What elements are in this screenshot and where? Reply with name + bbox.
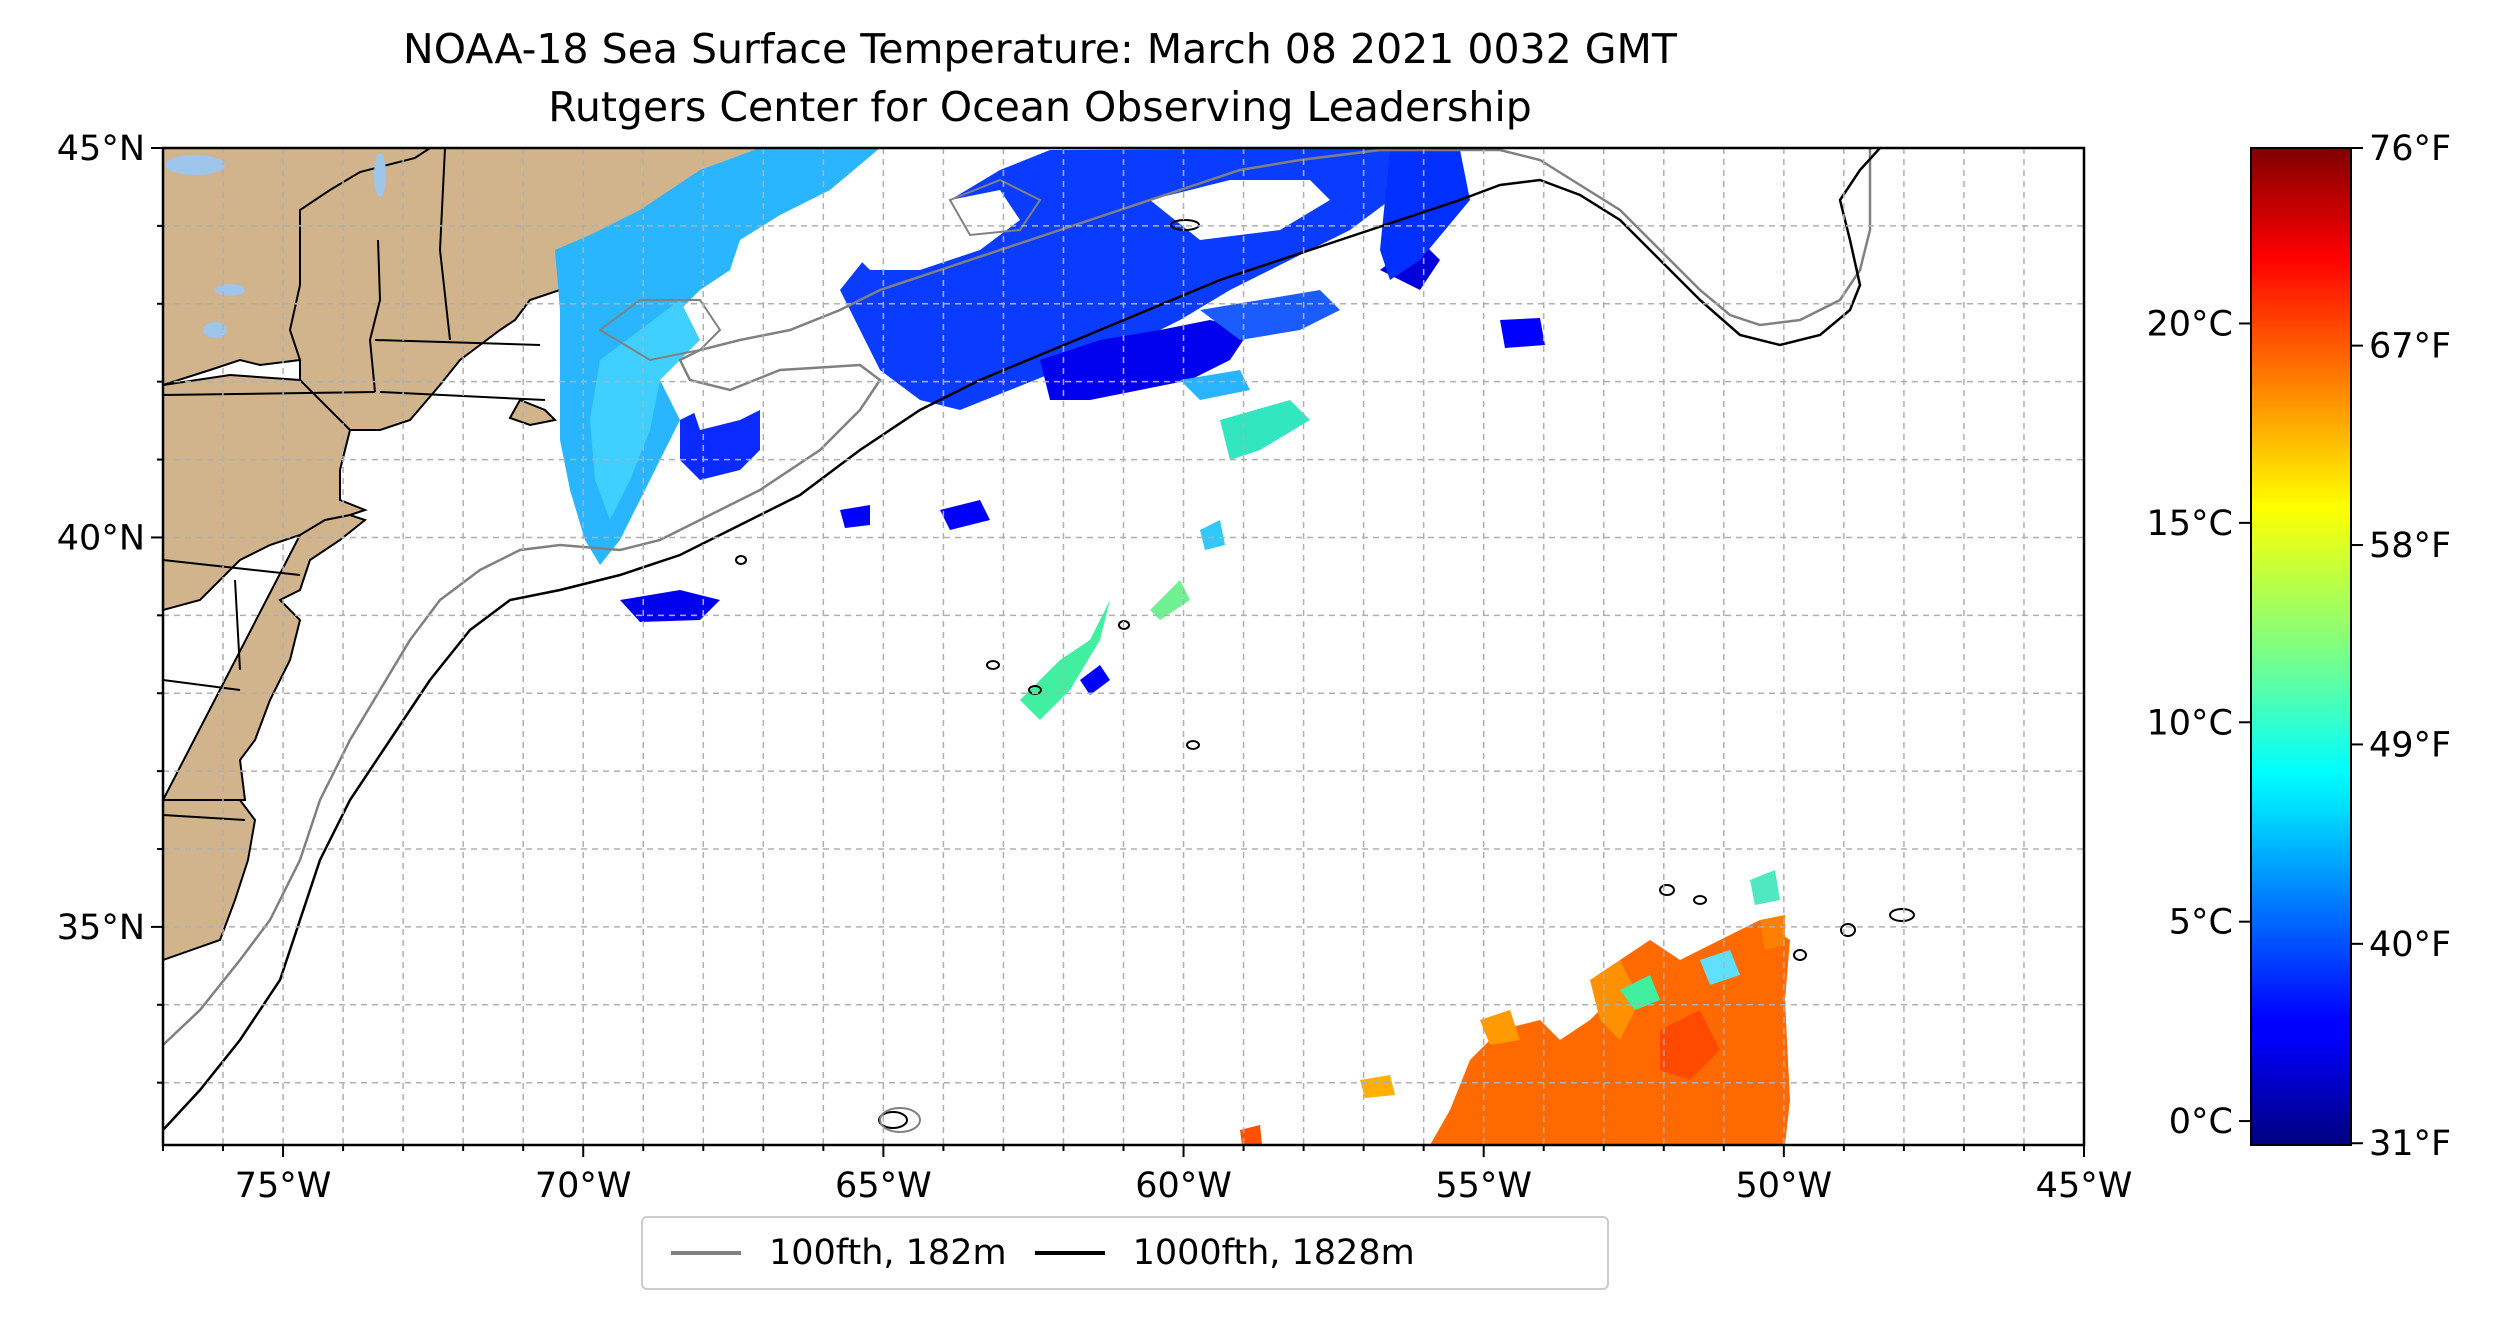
colorbar-fahrenheit-label: 31°F: [2369, 1124, 2451, 1164]
lon-tick-label: 75°W: [235, 1166, 332, 1206]
colorbar-celsius-label: 20°C: [2147, 304, 2233, 344]
legend-swatch-100fth: [671, 1251, 741, 1255]
legend-swatch-1000fth: [1034, 1251, 1105, 1255]
lat-tick-label: 35°N: [57, 908, 145, 948]
colorbar-celsius-label: 15°C: [2147, 504, 2233, 544]
land-us-east-coast: [163, 148, 862, 962]
lon-tick-label: 65°W: [835, 1166, 932, 1206]
colorbar-fahrenheit-label: 40°F: [2369, 925, 2451, 965]
legend-label-100fth: 100fth, 182m: [769, 1233, 1007, 1273]
colorbar-fahrenheit-label: 49°F: [2369, 725, 2451, 765]
lon-tick-label: 50°W: [1736, 1166, 1833, 1206]
colorbar-celsius-label: 0°C: [2169, 1102, 2233, 1142]
sst-patches-central: [620, 370, 1310, 720]
lon-tick-label: 60°W: [1135, 1166, 1232, 1206]
colorbar-celsius-axis: 0°C 5°C 10°C 15°C 20°C: [2147, 304, 2251, 1142]
chart-subtitle: Rutgers Center for Ocean Observing Leade…: [548, 83, 1532, 131]
lakes: [165, 153, 386, 338]
lat-axis: 45°N 40°N 35°N: [57, 129, 163, 1084]
legend-item-100fth: 100fth, 182m: [643, 1233, 1007, 1273]
lon-axis: 75°W 70°W 65°W 60°W 55°W 50°W 45°W: [162, 1145, 2133, 1206]
shoal-contours: [598, 178, 1042, 1133]
isobath-1000fth: [163, 148, 1881, 1131]
colorbar-celsius-label: 10°C: [2147, 703, 2233, 743]
lat-tick-label: 45°N: [57, 129, 145, 169]
lon-tick-label: 55°W: [1435, 1166, 1532, 1206]
colorbar: [2250, 147, 2352, 1146]
legend-label-1000fth: 1000fth, 1828m: [1132, 1233, 1415, 1273]
lon-tick-label: 45°W: [2036, 1166, 2133, 1206]
legend-item-1000fth: 1000fth, 1828m: [1007, 1233, 1415, 1273]
lat-tick-label: 40°N: [57, 518, 145, 558]
chart-title: NOAA-18 Sea Surface Temperature: March 0…: [403, 25, 1677, 73]
colorbar-fahrenheit-label: 67°F: [2369, 327, 2451, 367]
gridlines: [163, 148, 2084, 1145]
colorbar-fahrenheit-label: 76°F: [2369, 129, 2451, 169]
colorbar-fahrenheit-axis: 31°F 40°F 49°F 58°F 67°F 76°F: [2351, 129, 2451, 1164]
colorbar-celsius-label: 5°C: [2169, 903, 2233, 943]
legend: 100fth, 182m 1000fth, 1828m: [641, 1216, 1609, 1290]
sst-patches-southeast: [1240, 870, 1790, 1145]
lon-tick-label: 70°W: [535, 1166, 632, 1206]
colorbar-fahrenheit-label: 58°F: [2369, 526, 2451, 566]
